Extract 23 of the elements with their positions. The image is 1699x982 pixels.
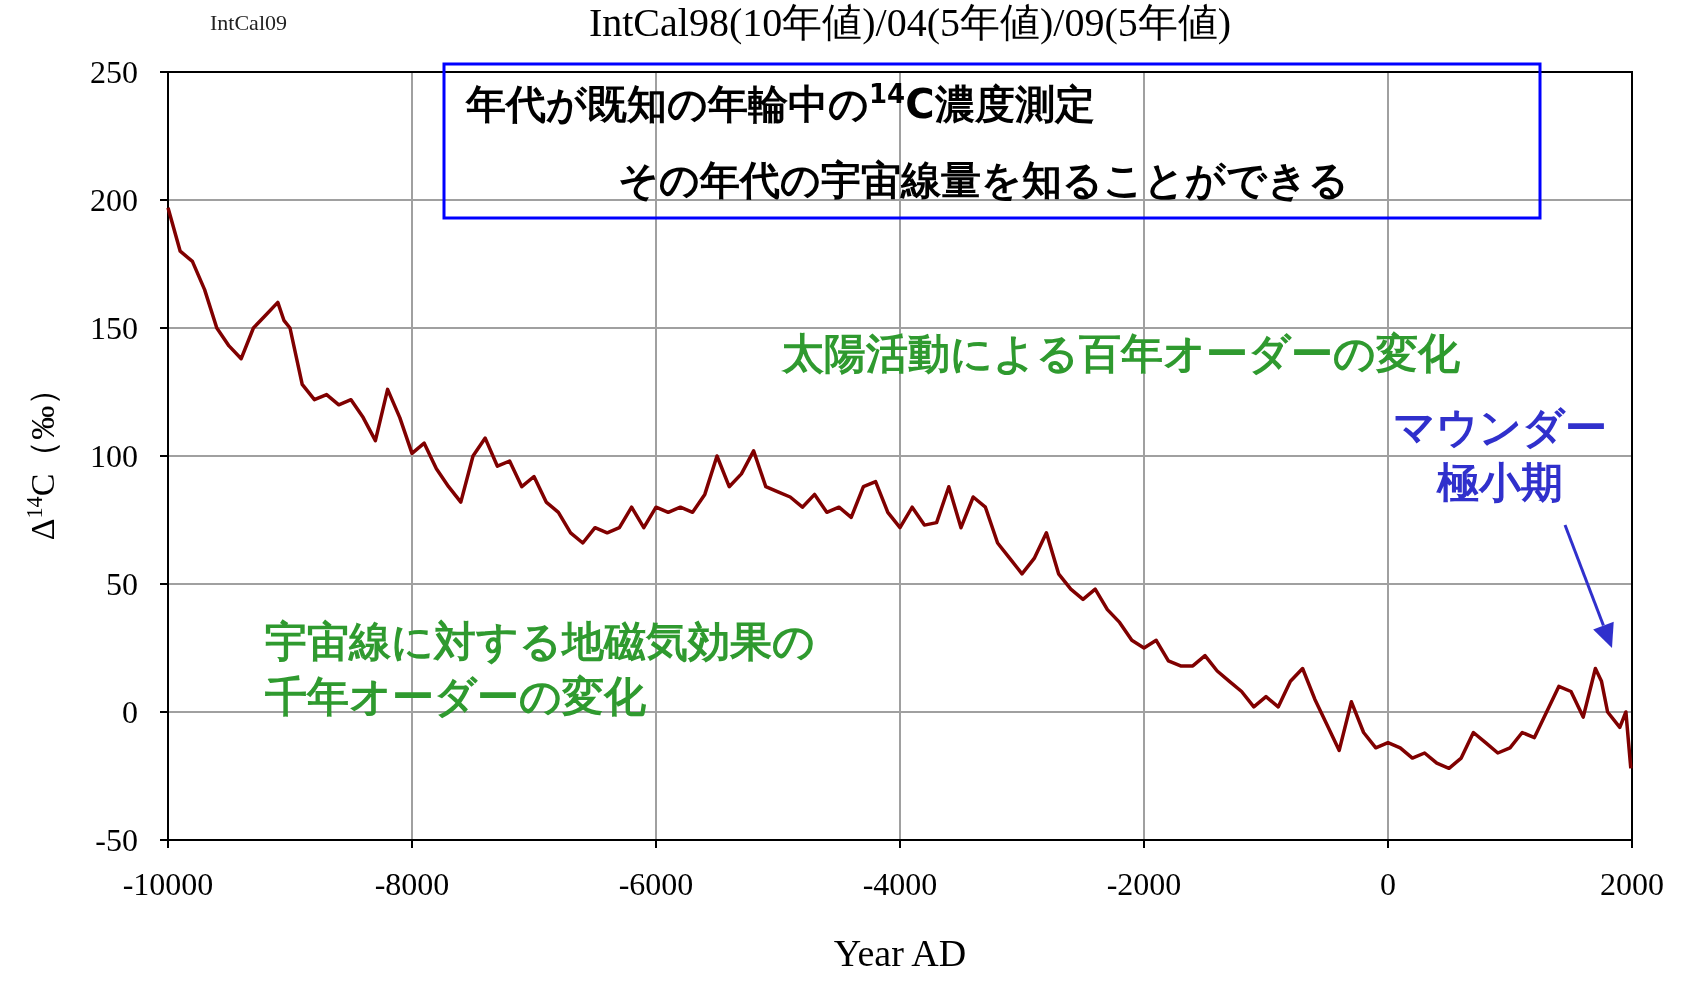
y-tick-label: 50 — [106, 566, 138, 602]
y-tick-label: 0 — [122, 694, 138, 730]
annotation: 太陽活動による百年オーダーの変化 — [780, 329, 1461, 378]
y-tick-label: 250 — [90, 54, 138, 90]
annotation: その年代の宇宙線量を知ることができる — [618, 157, 1349, 203]
line-series — [166, 205, 1633, 771]
y-tick-label: 200 — [90, 182, 138, 218]
x-tick-label: -4000 — [862, 866, 938, 902]
y-tick-label: 100 — [90, 438, 138, 474]
x-axis-title: Year AD — [833, 932, 967, 974]
x-tick-label: 0 — [1380, 866, 1396, 902]
annotation: マウンダー極小期 — [1393, 403, 1607, 507]
annotation: 宇宙線に対する地磁気効果の千年オーダーの変化 — [264, 617, 815, 721]
y-tick-label: -50 — [95, 822, 138, 858]
x-tick-label: 2000 — [1600, 866, 1664, 902]
x-tick-label: -2000 — [1106, 866, 1182, 902]
annotation: 年代が既知の年輪中の$^{14}$C濃度測定 — [465, 79, 1095, 127]
x-tick-label: -10000 — [122, 866, 214, 902]
text: IntCal09 — [210, 10, 287, 35]
x-tick-label: -8000 — [374, 866, 450, 902]
y-tick-label: 150 — [90, 310, 138, 346]
chart-title: IntCal98(10年値)/04(5年値)/09(5年値) — [588, 0, 1232, 45]
x-tick-label: -6000 — [618, 866, 694, 902]
